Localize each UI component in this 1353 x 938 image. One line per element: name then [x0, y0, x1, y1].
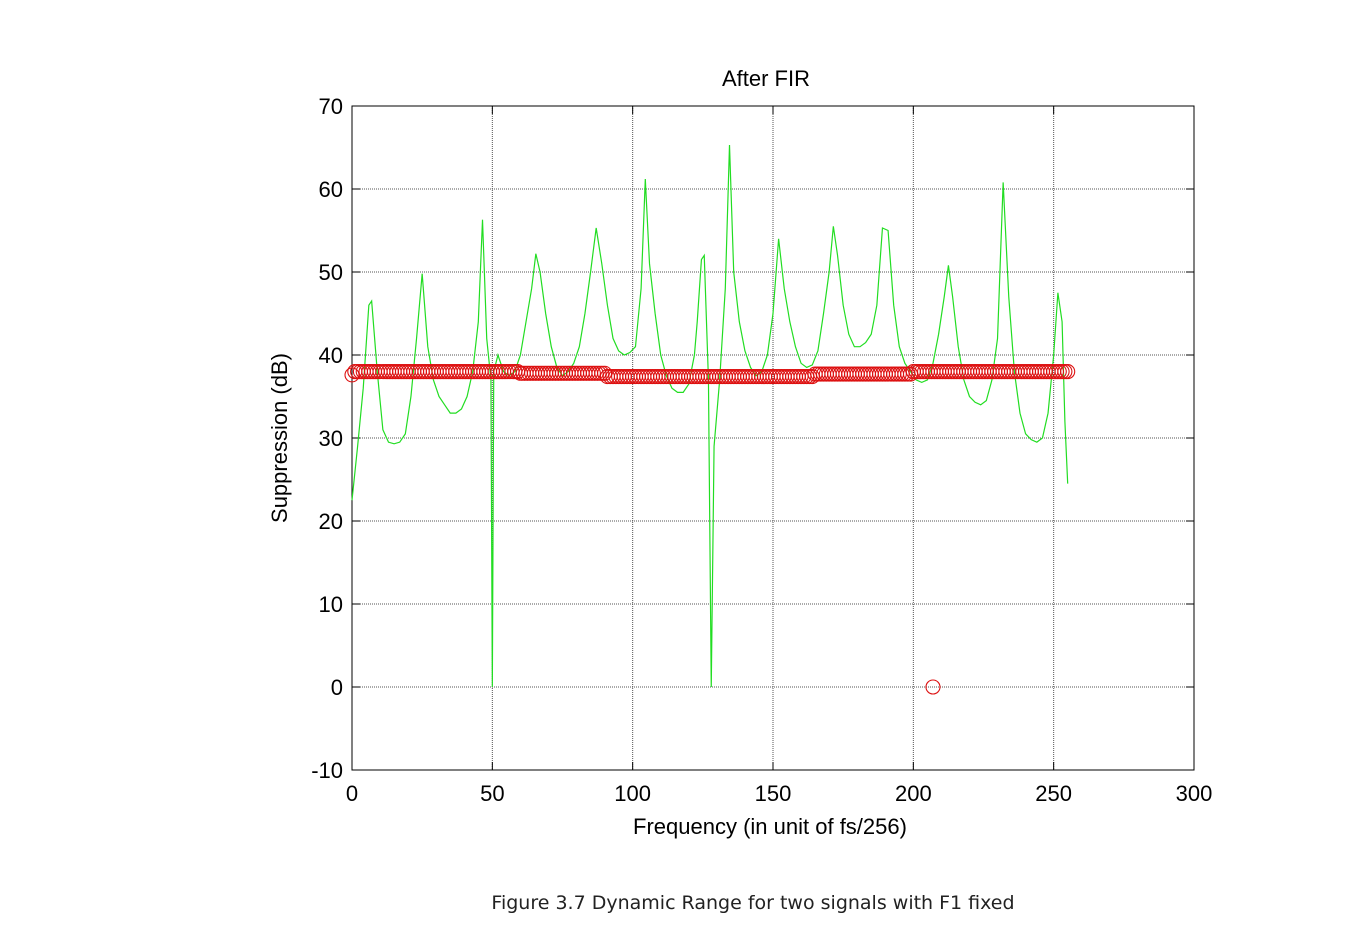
x-tick-label: 50 — [480, 781, 504, 806]
y-tick-label: -10 — [311, 758, 343, 783]
green-series — [351, 144, 1069, 688]
red-circle-point — [925, 679, 941, 695]
x-tick-label: 300 — [1176, 781, 1213, 806]
red-circle-point — [1060, 364, 1076, 380]
figure-caption: Figure 3.7 Dynamic Range for two signals… — [491, 892, 1015, 914]
x-tick-label: 100 — [614, 781, 651, 806]
y-axis-label: Suppression (dB) — [267, 353, 292, 523]
green-series-line — [351, 144, 1069, 688]
x-tick-label: 150 — [755, 781, 792, 806]
y-tick-label: 70 — [319, 94, 343, 119]
x-tick-label: 200 — [895, 781, 932, 806]
axis-ticks — [351, 105, 1195, 771]
y-tick-labels: -10 0 10 20 30 40 50 60 70 — [311, 94, 343, 783]
chart-title: After FIR — [722, 66, 810, 91]
red-circle-series — [344, 364, 1076, 695]
y-tick-label: 0 — [331, 675, 343, 700]
y-tick-label: 50 — [319, 260, 343, 285]
y-tick-label: 20 — [319, 509, 343, 534]
y-tick-label: 30 — [319, 426, 343, 451]
x-tick-label: 250 — [1035, 781, 1072, 806]
x-tick-label: 0 — [346, 781, 358, 806]
y-tick-label: 60 — [319, 177, 343, 202]
y-tick-label: 10 — [319, 592, 343, 617]
y-tick-label: 40 — [319, 343, 343, 368]
x-axis-label: Frequency (in unit of fs/256) — [633, 814, 907, 839]
x-tick-labels: 0 50 100 150 200 250 300 — [346, 781, 1212, 806]
